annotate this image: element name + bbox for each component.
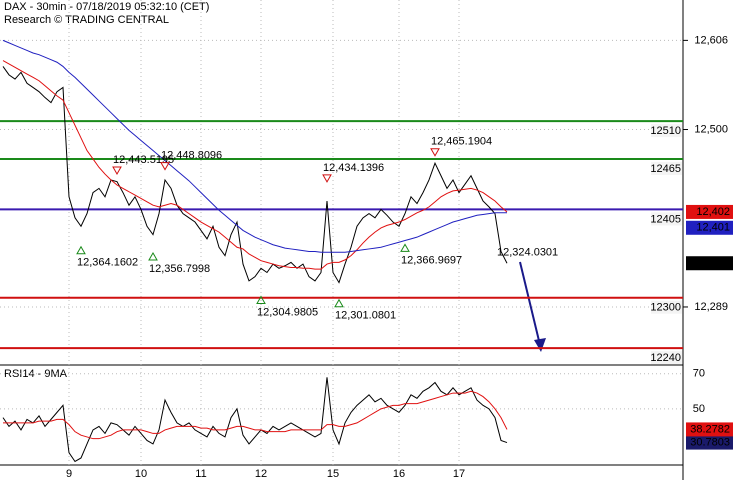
series-line [2,39,507,253]
last-value-box [686,256,733,271]
level-label: 12465 [650,163,681,175]
level-label: 12300 [650,302,681,314]
rsi-title: RSI14 - 9MA [4,368,68,380]
last-value-label: 12,341 [696,257,730,269]
annotation-label: 12,443.5195 [113,154,174,166]
forecast-arrow-head [534,338,546,352]
x-tick-label: 17 [453,468,465,480]
level-label-bg [651,161,682,175]
y-tick-label: 12,500 [694,123,728,135]
high-marker [160,162,170,171]
last-value-label: 12,401 [696,222,730,234]
level-label: 12405 [650,213,681,225]
high-marker [322,174,332,183]
last-value-box [686,204,733,219]
low-marker [76,245,86,255]
plot-area [0,0,683,465]
annotation-label: 12,434.1396 [323,162,384,174]
level-label: 12510 [650,125,681,137]
x-tick-label: 12 [255,468,267,480]
series-line [2,377,508,463]
level-label-bg [651,351,682,365]
level-label: 12240 [650,352,681,364]
x-tick-label: 15 [327,468,339,480]
annotation-label: 12,324.0301 [497,246,558,258]
low-marker [256,295,266,305]
forecast-arrow [519,261,541,346]
x-tick-label: 10 [135,468,147,480]
level-label-bg [651,300,682,314]
low-marker [148,251,158,261]
y-tick-label: 12,606 [694,34,728,46]
y-tick-label: 50 [693,403,705,415]
x-tick-label: 16 [393,468,405,480]
series-line [3,390,508,440]
last-value-box [686,435,733,450]
annotation-label: 12,465.1904 [431,136,492,148]
annotation-label: 12,304.9805 [257,306,318,318]
low-marker [400,243,410,252]
low-marker [334,298,344,308]
y-tick-label: 12,289 [694,301,728,313]
high-marker [112,166,122,176]
chart-subtitle: Research © TRADING CENTRAL [4,14,169,26]
level-label-bg [651,212,682,226]
annotation-label: 12,366.9697 [401,254,462,266]
high-marker [430,148,440,157]
x-tick-label: 9 [66,468,72,480]
last-value-box [686,422,733,437]
last-value-label: 38.2782 [690,423,730,435]
last-value-label: 30.7803 [690,436,730,448]
annotation-label: 12,364.1602 [77,257,138,269]
series-line [2,60,508,270]
level-label-bg [651,124,682,138]
last-value-label: 12,402 [696,206,730,218]
annotation-label: 12,301.0801 [335,310,396,322]
annotation-label: 12,356.7998 [149,263,210,275]
last-value-box [686,220,733,235]
annotation-label: 12,448.8096 [161,149,222,161]
chart-title: DAX - 30min - 07/18/2019 05:32:10 (CET) [4,1,209,13]
x-tick-label: 11 [195,468,206,480]
series-line [2,66,508,284]
y-tick-label: 70 [693,368,705,380]
